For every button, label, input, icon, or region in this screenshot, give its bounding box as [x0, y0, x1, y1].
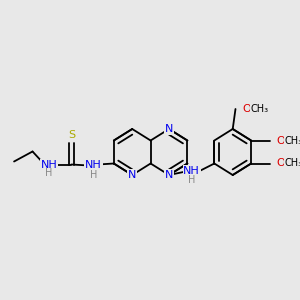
- Text: O: O: [276, 158, 285, 169]
- Text: N: N: [165, 124, 173, 134]
- Text: NH: NH: [85, 160, 102, 170]
- Text: S: S: [68, 130, 75, 140]
- Text: CH₃: CH₃: [284, 158, 300, 169]
- Text: O: O: [242, 104, 251, 114]
- Text: NH: NH: [183, 166, 200, 176]
- Text: H: H: [46, 169, 53, 178]
- Text: N: N: [128, 170, 136, 180]
- Text: O: O: [276, 136, 285, 146]
- Text: CH₃: CH₃: [284, 136, 300, 146]
- Text: CH₃: CH₃: [250, 104, 268, 114]
- Text: H: H: [188, 175, 195, 185]
- Text: H: H: [90, 169, 97, 179]
- Text: N: N: [165, 170, 173, 180]
- Text: NH: NH: [41, 160, 58, 170]
